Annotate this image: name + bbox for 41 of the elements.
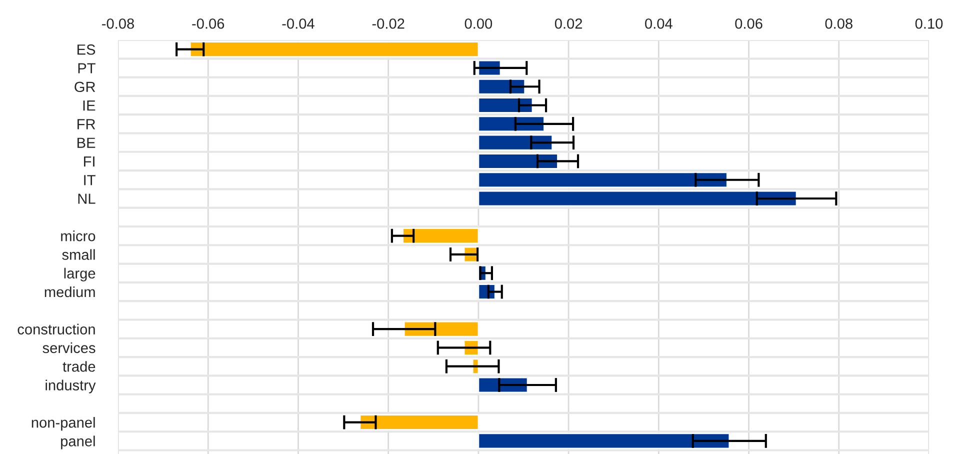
y-tick-label: BE: [78, 138, 96, 148]
y-tick-label: FR: [78, 119, 96, 130]
bar: [359, 414, 480, 430]
y-tick-label: FI: [84, 156, 94, 166]
bar: [478, 172, 728, 188]
y-tick-label: medium: [44, 286, 95, 298]
y-tick-label: small: [62, 249, 95, 260]
bar: [478, 153, 558, 170]
x-tick-label: 0.06: [735, 18, 762, 29]
y-tick-label: IT: [84, 175, 96, 186]
y-tick-label: GR: [74, 82, 96, 92]
bar: [478, 97, 534, 114]
y-tick-label: non-panel: [32, 417, 95, 431]
bar: [402, 228, 480, 244]
x-tick-label: 0.00: [464, 18, 492, 29]
x-tick-label: 0.02: [554, 18, 582, 29]
y-tick-label: services: [42, 342, 96, 354]
bar: [478, 78, 526, 95]
x-tick-label: -0.02: [372, 18, 404, 29]
y-tick-label: ES: [78, 44, 96, 55]
y-tick-label: construction: [18, 324, 95, 334]
y-tick-label: industry: [46, 380, 96, 394]
x-tick-label: -0.06: [192, 18, 224, 29]
bar: [478, 432, 730, 450]
x-tick-label: 0.08: [825, 18, 852, 29]
bar: [478, 190, 798, 207]
y-tick-label: IE: [83, 100, 96, 111]
y-tick-label: PT: [78, 63, 96, 74]
x-tick-label: -0.08: [102, 18, 134, 29]
y-tick-label: trade: [62, 361, 96, 372]
x-tick-label: -0.04: [282, 18, 314, 29]
y-tick-label: panel: [61, 436, 95, 450]
bar: [403, 320, 480, 338]
bar: [189, 41, 480, 58]
bar: [478, 134, 554, 151]
y-tick-label: NL: [78, 194, 96, 204]
y-tick-label: large: [64, 268, 96, 282]
x-tick-label: 0.04: [645, 18, 672, 29]
bar: [478, 116, 545, 132]
x-tick-label: 0.10: [915, 18, 943, 29]
y-tick-label: micro: [61, 230, 96, 242]
